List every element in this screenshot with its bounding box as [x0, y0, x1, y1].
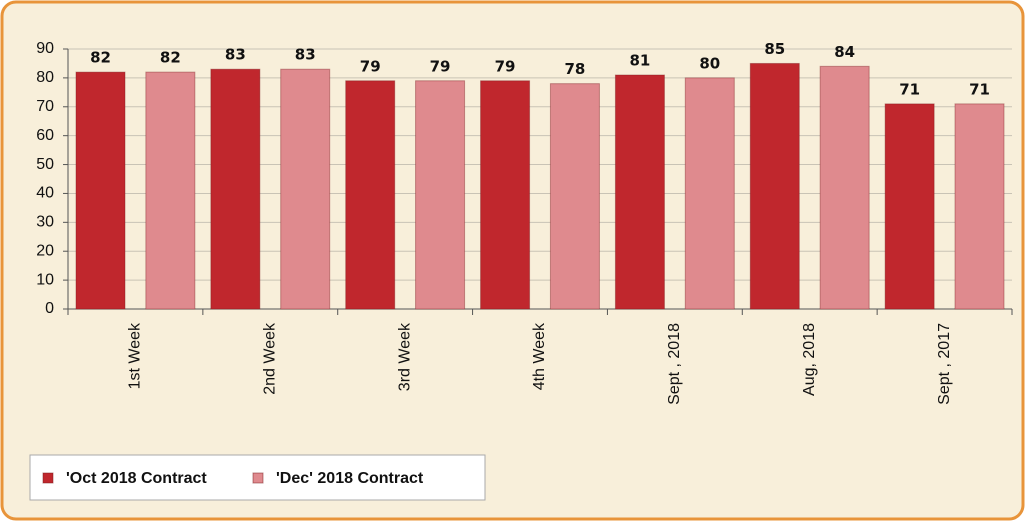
x-tick-label: 2nd Week: [262, 322, 279, 395]
x-tick-label: Sept , 2017: [936, 323, 953, 405]
bar: [75, 71, 126, 310]
value-label: 84: [834, 43, 855, 61]
value-label: 83: [225, 46, 246, 64]
y-tick-label: 60: [36, 127, 54, 144]
value-label: 85: [764, 40, 785, 58]
y-tick-label: 10: [36, 271, 54, 288]
bar: [749, 62, 800, 310]
y-tick-label: 80: [36, 69, 54, 86]
value-label: 79: [430, 57, 451, 75]
value-label: 81: [629, 52, 650, 70]
value-label: 79: [495, 57, 516, 75]
legend-label: 'Dec' 2018 Contract: [276, 470, 424, 487]
y-tick-label: 70: [36, 98, 54, 115]
y-tick-label: 40: [36, 185, 54, 202]
value-label: 82: [160, 49, 181, 67]
y-tick-label: 90: [36, 40, 54, 57]
y-tick-label: 0: [45, 300, 54, 317]
x-tick-label: Aug, 2018: [801, 323, 818, 396]
bar: [280, 68, 331, 310]
value-label: 79: [360, 57, 381, 75]
bar: [415, 80, 466, 310]
legend-label: 'Oct 2018 Contract: [66, 470, 207, 487]
value-label: 82: [90, 49, 111, 67]
value-label: 71: [899, 80, 920, 98]
bar: [210, 68, 261, 310]
x-tick-label: 4th Week: [531, 322, 548, 390]
bar: [345, 80, 396, 310]
y-tick-label: 50: [36, 156, 54, 173]
bar: [145, 71, 196, 310]
value-label: 83: [295, 46, 316, 64]
bar: [819, 65, 870, 310]
x-tick-label: 1st Week: [127, 322, 144, 389]
bar: [480, 80, 531, 310]
y-tick-label: 30: [36, 214, 54, 231]
value-label: 71: [969, 80, 990, 98]
y-tick-label: 20: [36, 242, 54, 259]
x-tick-label: 3rd Week: [396, 322, 413, 391]
value-label: 80: [699, 54, 720, 72]
bar: [549, 83, 600, 310]
bar: [954, 103, 1005, 310]
bar: [614, 74, 665, 310]
value-label: 78: [564, 60, 585, 78]
legend-marker: [42, 472, 54, 484]
bar: [884, 103, 935, 310]
legend-marker: [252, 472, 264, 484]
x-tick-label: Sept , 2018: [666, 323, 683, 405]
bar: [684, 77, 735, 310]
